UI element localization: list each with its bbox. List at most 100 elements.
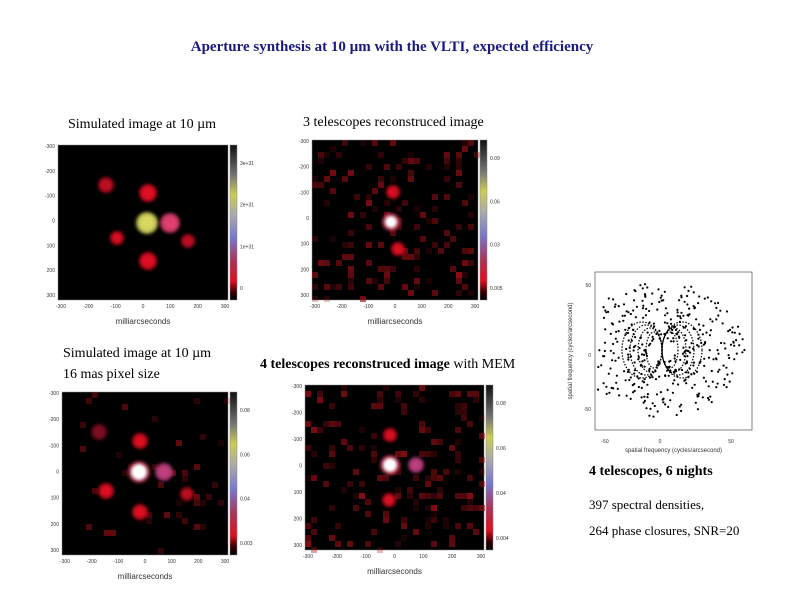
noise-pixel — [330, 236, 336, 242]
uv-point — [718, 368, 721, 371]
noise-pixel — [348, 254, 354, 260]
noise-pixel — [431, 469, 437, 475]
uv-point — [723, 378, 726, 381]
caption: 4 telescopes reconstruced image with MEM — [260, 357, 516, 372]
uv-point — [611, 323, 615, 326]
uv-point — [698, 328, 702, 331]
noise-pixel — [348, 170, 354, 176]
x-tick-label: -300 — [60, 559, 70, 565]
source — [142, 187, 154, 199]
uv-point — [604, 328, 607, 331]
colorbar-label: 2e+31 — [240, 203, 254, 209]
uv-point — [710, 369, 713, 373]
noise-pixel — [461, 505, 467, 511]
image-content — [312, 140, 480, 302]
noise-pixel — [473, 391, 479, 397]
noise-pixel — [383, 385, 389, 391]
noise-pixel — [311, 427, 317, 433]
uv-point — [698, 295, 701, 298]
noise-pixel — [359, 445, 365, 451]
noise-pixel — [468, 260, 474, 266]
noise-pixel — [431, 493, 437, 499]
uv-point — [646, 396, 649, 399]
uv-track — [661, 324, 695, 376]
noise-pixel — [335, 523, 341, 529]
y-tick-label: 200 — [301, 267, 310, 273]
noise-pixel — [401, 409, 407, 415]
source — [94, 427, 104, 437]
noise-pixel — [176, 500, 182, 506]
uv-track — [661, 321, 703, 379]
noise-pixel — [450, 266, 456, 272]
noise-pixel — [479, 433, 485, 439]
uv-point — [640, 353, 644, 356]
noise-pixel — [341, 391, 347, 397]
noise-pixel — [413, 475, 419, 481]
uv-point — [697, 323, 701, 326]
uv-point — [645, 307, 648, 310]
uv-point — [624, 328, 627, 331]
noise-pixel — [329, 403, 335, 409]
noise-pixel — [449, 535, 455, 541]
uv-point — [688, 351, 692, 354]
uv-point — [637, 377, 640, 380]
noise-pixel — [311, 427, 317, 433]
uv-point — [723, 342, 726, 345]
uv-point — [666, 388, 669, 391]
uv-point — [641, 287, 644, 290]
source — [158, 466, 170, 478]
uv-point — [642, 316, 645, 319]
noise-pixel — [330, 146, 336, 152]
noise-pixel — [395, 493, 401, 499]
noise-pixel — [461, 403, 467, 409]
noise-pixel — [455, 427, 461, 433]
noise-pixel — [341, 439, 347, 445]
noise-pixel — [86, 398, 92, 404]
uv-point — [684, 334, 687, 337]
colorbar — [485, 384, 494, 551]
uv-point — [627, 358, 630, 361]
uv-point — [663, 290, 666, 293]
uv-point — [692, 305, 695, 308]
uv-point — [648, 414, 651, 417]
uv-point — [664, 374, 667, 377]
uv-point — [660, 294, 663, 297]
uv-point — [716, 382, 719, 385]
colorbar — [229, 391, 238, 556]
noise-pixel — [456, 272, 462, 278]
uv-point — [629, 397, 632, 400]
y-tick-label: 300 — [51, 548, 60, 554]
uv-point — [658, 375, 661, 378]
noise-pixel — [347, 541, 353, 547]
uv-point — [672, 340, 675, 343]
noise-pixel — [324, 200, 330, 206]
uv-point — [634, 336, 637, 339]
uv-point — [711, 320, 714, 323]
uv-point — [703, 364, 706, 367]
y-tick-label: 300 — [47, 293, 56, 299]
y-tick-label: -300 — [292, 384, 302, 390]
noise-pixel — [425, 517, 431, 523]
uv-point — [731, 331, 734, 334]
x-tick-label: 300 — [477, 554, 486, 560]
uv-point — [667, 325, 671, 328]
uv-point — [618, 320, 621, 323]
noise-pixel — [401, 523, 407, 529]
noise-pixel — [414, 266, 420, 272]
uv-point — [643, 395, 646, 398]
noise-pixel — [407, 493, 413, 499]
uv-point — [629, 312, 632, 316]
noise-pixel — [317, 397, 323, 403]
noise-pixel — [384, 164, 390, 170]
uv-point — [605, 311, 608, 314]
colorbar — [229, 144, 238, 301]
noise-pixel — [455, 409, 461, 415]
uv-point — [708, 334, 712, 337]
uv-point — [658, 300, 661, 304]
noise-pixel — [414, 284, 420, 290]
y-tick-label: -100 — [49, 443, 59, 449]
y-tick-label: 0 — [56, 470, 59, 476]
noise-pixel — [335, 421, 341, 427]
uv-y-label: spatial frequency (cycles/arcsecond) — [568, 302, 574, 399]
uv-point — [709, 318, 712, 321]
